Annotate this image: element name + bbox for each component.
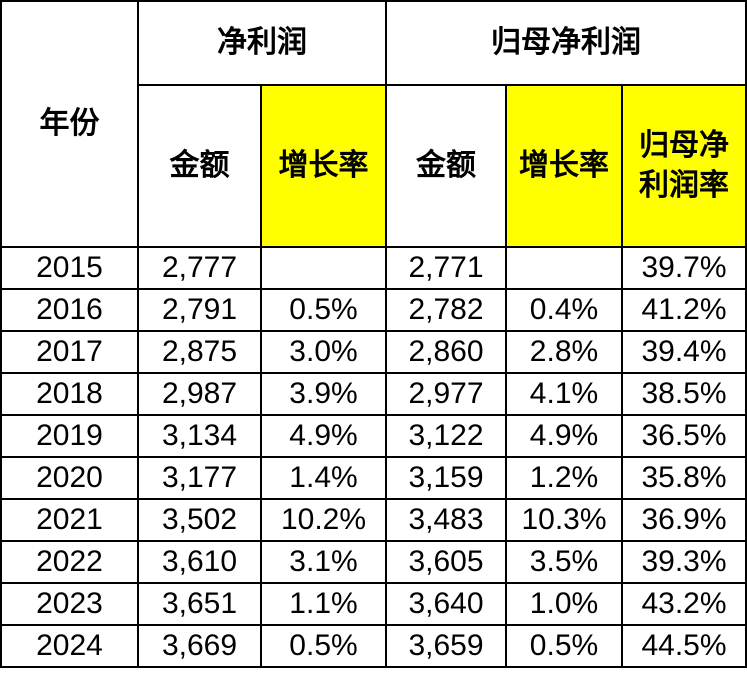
- year-cell: 2015: [0, 246, 139, 290]
- subheader-attributable-growth-rate: 增长率: [505, 84, 623, 248]
- value-cell: 2,791: [137, 288, 262, 332]
- year-cell: 2017: [0, 330, 139, 374]
- year-header-cell: 年份: [0, 0, 139, 248]
- value-cell: 1.2%: [505, 456, 623, 500]
- value-cell: 0.4%: [505, 288, 623, 332]
- year-cell: 2016: [0, 288, 139, 332]
- table-body: 2015 2,777 2,771 39.7% 2016 2,791 0.5% 2,782 0.4…: [0, 246, 747, 668]
- value-cell: 3.1%: [260, 540, 387, 584]
- value-cell: 3,502: [137, 498, 262, 542]
- table-row: 2019 3,134 4.9% 3,122 4.9% 36.5%: [0, 414, 747, 458]
- subheader-attributable-net-margin: 归母净 利润率: [620, 84, 747, 248]
- value-cell: 2.8%: [505, 330, 623, 374]
- value-cell: 36.5%: [620, 414, 747, 458]
- group-header-attributable-net-profit: 归母净利润: [384, 0, 747, 86]
- value-cell: 1.0%: [505, 582, 623, 626]
- value-cell: 35.8%: [620, 456, 747, 500]
- value-cell: 3,134: [137, 414, 262, 458]
- year-cell: 2019: [0, 414, 139, 458]
- value-cell: [260, 246, 387, 290]
- group-header-net-profit: 净利润: [137, 0, 387, 86]
- value-cell: 3,177: [137, 456, 262, 500]
- year-cell: 2022: [0, 540, 139, 584]
- value-cell: 2,875: [137, 330, 262, 374]
- value-cell: 0.5%: [260, 624, 387, 668]
- year-cell: 2021: [0, 498, 139, 542]
- year-cell: 2024: [0, 624, 139, 668]
- year-cell: 2023: [0, 582, 139, 626]
- value-cell: 2,977: [385, 372, 507, 416]
- value-cell: 3,659: [385, 624, 507, 668]
- value-cell: 1.4%: [260, 456, 387, 500]
- value-cell: 10.2%: [260, 498, 387, 542]
- value-cell: 38.5%: [620, 372, 747, 416]
- group-header-row: 年份 净利润 归母净利润: [0, 0, 747, 248]
- value-cell: 1.1%: [260, 582, 387, 626]
- value-cell: 39.7%: [620, 246, 747, 290]
- value-cell: 4.9%: [260, 414, 387, 458]
- table-row: 2021 3,502 10.2% 3,483 10.3% 36.9%: [0, 498, 747, 542]
- table-row: 2017 2,875 3.0% 2,860 2.8% 39.4%: [0, 330, 747, 374]
- table-row: 2020 3,177 1.4% 3,159 1.2% 35.8%: [0, 456, 747, 500]
- value-cell: 3,122: [385, 414, 507, 458]
- value-cell: 36.9%: [620, 498, 747, 542]
- year-cell: 2018: [0, 372, 139, 416]
- value-cell: 3,640: [385, 582, 507, 626]
- value-cell: 39.3%: [620, 540, 747, 584]
- table-row: 2018 2,987 3.9% 2,977 4.1% 38.5%: [0, 372, 747, 416]
- subheader-attributable-amount: 金额: [385, 84, 507, 248]
- table-row: 2023 3,651 1.1% 3,640 1.0% 43.2%: [0, 582, 747, 626]
- value-cell: 2,987: [137, 372, 262, 416]
- value-cell: 3.0%: [260, 330, 387, 374]
- value-cell: 10.3%: [505, 498, 623, 542]
- table-row: 2022 3,610 3.1% 3,605 3.5% 39.3%: [0, 540, 747, 584]
- value-cell: 39.4%: [620, 330, 747, 374]
- value-cell: 3,651: [137, 582, 262, 626]
- value-cell: 4.1%: [505, 372, 623, 416]
- value-cell: 44.5%: [620, 624, 747, 668]
- value-cell: 3,159: [385, 456, 507, 500]
- value-cell: 43.2%: [620, 582, 747, 626]
- value-cell: 2,771: [385, 246, 507, 290]
- sub-header-row: 金额 增长率 金额 增长率 归母净 利润率: [1, 84, 747, 248]
- table-row: 2016 2,791 0.5% 2,782 0.4% 41.2%: [0, 288, 747, 332]
- subheader-net-profit-growth-rate: 增长率: [260, 84, 387, 248]
- value-cell: 41.2%: [620, 288, 747, 332]
- value-cell: 0.5%: [505, 624, 623, 668]
- year-cell: 2020: [0, 456, 139, 500]
- value-cell: 2,860: [385, 330, 507, 374]
- value-cell: 3,669: [137, 624, 262, 668]
- value-cell: 2,782: [385, 288, 507, 332]
- value-cell: 3,483: [385, 498, 507, 542]
- value-cell: 4.9%: [505, 414, 623, 458]
- value-cell: 0.5%: [260, 288, 387, 332]
- value-cell: 3.9%: [260, 372, 387, 416]
- subheader-net-profit-amount: 金额: [137, 84, 262, 248]
- table-row: 2015 2,777 2,771 39.7%: [0, 246, 747, 290]
- value-cell: 3,605: [385, 540, 507, 584]
- table-row: 2024 3,669 0.5% 3,659 0.5% 44.5%: [0, 624, 747, 668]
- value-cell: [505, 246, 623, 290]
- table-header: 年份 净利润 归母净利润 金额 增长率 金额 增长率 归母净 利润率: [0, 0, 747, 248]
- value-cell: 3.5%: [505, 540, 623, 584]
- value-cell: 3,610: [137, 540, 262, 584]
- value-cell: 2,777: [137, 246, 262, 290]
